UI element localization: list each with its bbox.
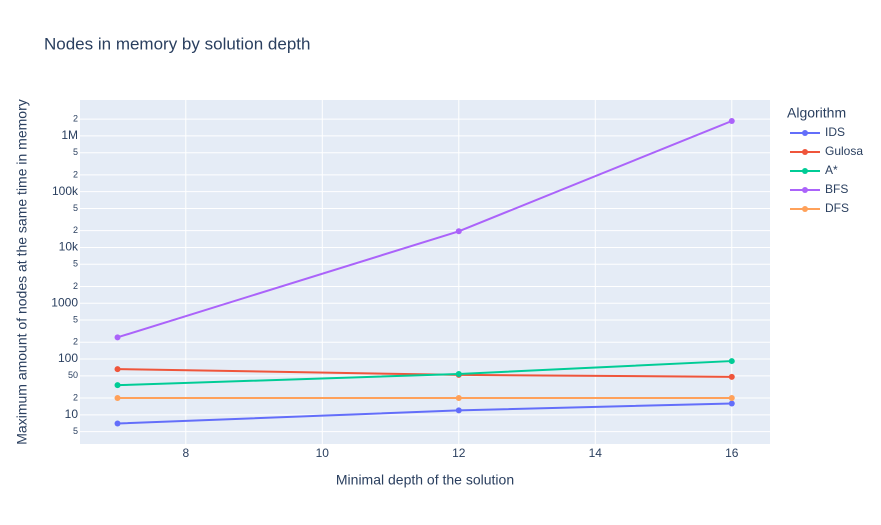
point xyxy=(455,407,462,414)
point xyxy=(728,117,735,124)
x-tick-label: 12 xyxy=(452,446,466,460)
point xyxy=(455,395,462,402)
y-tick-label: 2 xyxy=(73,169,78,179)
legend-marker[interactable] xyxy=(802,149,808,155)
legend-marker[interactable] xyxy=(802,206,808,212)
y-tick-label: 5 xyxy=(73,259,78,269)
x-axis-label: Minimal depth of the solution xyxy=(336,472,514,488)
point xyxy=(455,228,462,235)
point xyxy=(728,358,735,365)
legend-marker[interactable] xyxy=(802,187,808,193)
point xyxy=(728,373,735,380)
x-tick-label: 10 xyxy=(316,446,330,460)
point xyxy=(114,382,121,389)
y-tick-label: 2 xyxy=(73,225,78,235)
y-tick-label: 5 xyxy=(73,314,78,324)
x-tick-label: 14 xyxy=(589,446,603,460)
y-tick-label: 2 xyxy=(73,392,78,402)
y-tick-label: 10 xyxy=(65,407,79,421)
legend-label[interactable]: IDS xyxy=(825,125,845,139)
legend-label[interactable]: BFS xyxy=(825,182,848,196)
y-tick-label: 5 xyxy=(73,426,78,436)
y-tick-label: 100k xyxy=(52,184,79,198)
point xyxy=(728,395,735,402)
legend-label[interactable]: Gulosa xyxy=(825,144,863,158)
y-tick-label: 1000 xyxy=(51,295,78,309)
legend-title: Algorithm xyxy=(787,105,846,121)
y-tick-label: 100 xyxy=(58,351,78,365)
legend-label[interactable]: DFS xyxy=(825,201,849,215)
chart-title: Nodes in memory by solution depth xyxy=(44,34,310,53)
y-tick-label: 2 xyxy=(73,337,78,347)
y-tick-label: 1M xyxy=(61,128,78,142)
point xyxy=(114,334,121,341)
legend-marker[interactable] xyxy=(802,168,808,174)
point xyxy=(728,400,735,407)
plot-area xyxy=(80,100,770,444)
y-tick-label: 50 xyxy=(68,370,78,380)
y-tick-label: 2 xyxy=(73,281,78,291)
x-tick-label: 16 xyxy=(725,446,739,460)
point xyxy=(114,395,121,402)
point xyxy=(114,366,121,373)
x-tick-label: 8 xyxy=(182,446,189,460)
legend-marker[interactable] xyxy=(802,130,808,136)
y-tick-label: 2 xyxy=(73,113,78,123)
point xyxy=(455,370,462,377)
y-tick-label: 5 xyxy=(73,203,78,213)
legend-label[interactable]: A* xyxy=(825,163,838,177)
y-tick-label: 5 xyxy=(73,147,78,157)
y-axis-label: Maximum amount of nodes at the same time… xyxy=(14,99,30,444)
point xyxy=(114,420,121,427)
y-tick-label: 10k xyxy=(59,240,79,254)
